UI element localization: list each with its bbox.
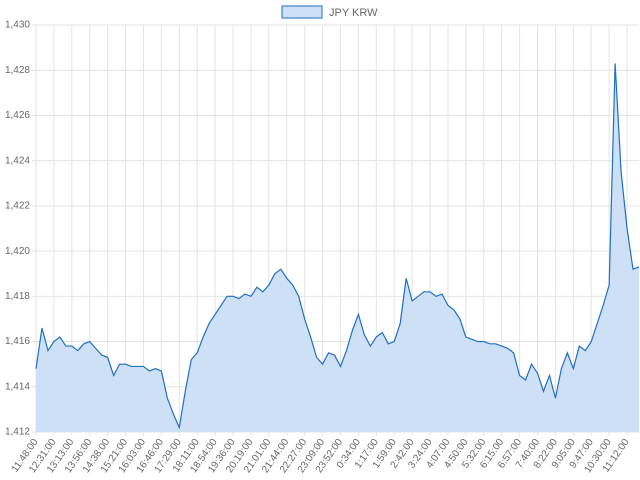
y-tick-label: 1,412	[5, 427, 30, 438]
y-tick-label: 1,422	[5, 201, 30, 212]
y-tick-label: 1,428	[5, 65, 30, 76]
line	[35, 63, 640, 430]
y-tick-label: 1,430	[5, 20, 30, 31]
y-tick-label: 1,424	[5, 155, 30, 166]
y-tick-label: 1,414	[5, 381, 30, 392]
area-fill	[36, 63, 639, 432]
y-tick-label: 1,420	[5, 246, 30, 257]
legend-label: JPY KRW	[329, 7, 378, 19]
y-tick-label: 1,418	[5, 291, 30, 302]
y-tick-label: 1,416	[5, 336, 30, 347]
legend-swatch	[281, 5, 323, 19]
y-tick-label: 1,426	[5, 110, 30, 121]
